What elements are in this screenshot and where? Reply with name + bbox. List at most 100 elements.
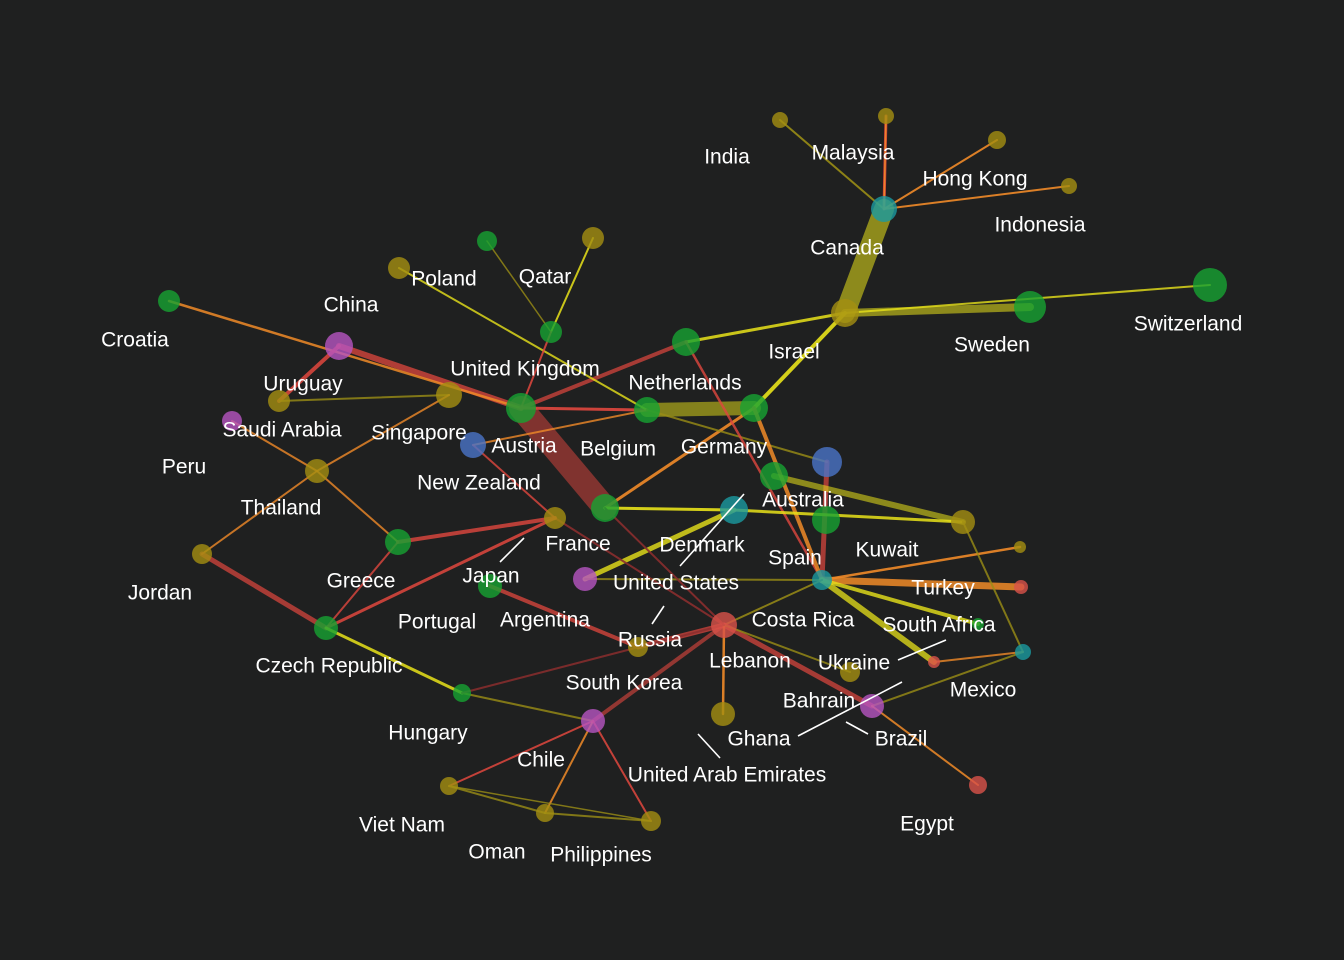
node-vietnam[interactable] <box>440 777 458 795</box>
node-greenR[interactable] <box>812 506 840 534</box>
node-qatarG[interactable] <box>477 231 497 251</box>
label-thailand: Thailand <box>241 497 322 520</box>
label-russia: Russia <box>618 629 683 652</box>
edge-saudi-peruN <box>231 420 318 472</box>
label-ghana: Ghana <box>727 728 790 751</box>
node-kuwaitN[interactable] <box>1014 541 1026 553</box>
node-spainHub[interactable] <box>812 570 832 590</box>
label-egypt: Egypt <box>900 813 954 836</box>
edge-belgiumN-germanyN <box>640 401 761 417</box>
label-philippines: Philippines <box>550 844 652 867</box>
node-malaysia[interactable] <box>878 108 894 124</box>
edge-mexicoN-ukraineN <box>933 651 1024 663</box>
label-austria: Austria <box>491 435 557 458</box>
edge-usa-australiaN <box>582 507 737 582</box>
edge-spainHub-turkeyN <box>818 576 1025 591</box>
node-philippines[interactable] <box>641 811 661 831</box>
edge-austria-franceN <box>472 444 556 519</box>
node-china[interactable] <box>325 332 353 360</box>
edge-oliveFar-mexicoN <box>962 521 1024 653</box>
label-lebanon: Lebanon <box>709 650 791 673</box>
node-indonesia[interactable] <box>1061 178 1077 194</box>
node-saudi[interactable] <box>222 411 242 431</box>
label-netherlands: Netherlands <box>628 372 741 395</box>
label-mexico: Mexico <box>950 679 1017 702</box>
edge-canadaHub-netherlands <box>684 311 847 344</box>
edge-canadaHub-germanyN <box>752 311 847 410</box>
node-usa[interactable] <box>573 567 597 591</box>
edge-costaRica-southKorea <box>591 623 726 723</box>
label-denmark: Denmark <box>659 534 745 557</box>
edge-franceN-czech <box>324 516 557 630</box>
node-qatarTop[interactable] <box>582 227 604 249</box>
node-thailand[interactable] <box>192 544 212 564</box>
node-greenMid[interactable] <box>760 462 788 490</box>
node-turkeyN[interactable] <box>1014 580 1028 594</box>
node-austria[interactable] <box>460 432 486 458</box>
label-sweden: Sweden <box>954 334 1030 357</box>
edge-lebanonN-costaRica <box>723 624 851 673</box>
edge-spainHub-kuwaitN <box>820 545 1022 582</box>
label-japan: Japan <box>462 565 519 588</box>
node-belgiumN[interactable] <box>634 397 660 423</box>
node-greece[interactable] <box>385 529 411 555</box>
node-peruN[interactable] <box>305 459 329 483</box>
label-chile: Chile <box>517 749 565 772</box>
nodes-layer <box>158 108 1227 831</box>
node-polandMid[interactable] <box>540 321 562 343</box>
edge-nzN-australiaN <box>603 506 736 512</box>
label-china: China <box>324 294 379 317</box>
node-sweden[interactable] <box>1014 291 1046 323</box>
label-viet-nam: Viet Nam <box>359 814 445 837</box>
label-argentina: Argentina <box>500 609 590 632</box>
label-singapore: Singapore <box>371 422 467 445</box>
label-united-kingdom: United Kingdom <box>450 358 599 381</box>
node-russiaN[interactable] <box>628 637 648 657</box>
node-india[interactable] <box>772 112 788 128</box>
node-ukraineN[interactable] <box>928 656 940 668</box>
node-ghanaN[interactable] <box>711 702 735 726</box>
node-canadaHub[interactable] <box>831 299 859 327</box>
node-costaRica[interactable] <box>711 612 737 638</box>
edge-bahrainN-egyptN <box>871 705 979 786</box>
edge-qatarG-polandMid <box>486 240 552 333</box>
edge-costaRica-nzN <box>604 507 725 626</box>
node-czech[interactable] <box>314 616 338 640</box>
node-australiaN[interactable] <box>720 496 748 524</box>
node-croatia[interactable] <box>158 290 180 312</box>
node-saFar[interactable] <box>972 618 984 630</box>
edge-southKorea-philippines <box>592 720 652 822</box>
node-netherlands[interactable] <box>672 328 700 356</box>
node-germanyN[interactable] <box>740 394 768 422</box>
node-uruguay[interactable] <box>268 390 290 412</box>
edge-costaRica-bahrainN <box>721 622 875 709</box>
node-polandN[interactable] <box>388 257 410 279</box>
leader-line <box>845 721 869 735</box>
node-hongkong[interactable] <box>988 131 1006 149</box>
node-singapore[interactable] <box>436 382 462 408</box>
node-egyptN[interactable] <box>969 776 987 794</box>
node-nzN[interactable] <box>591 494 619 522</box>
node-blueRight[interactable] <box>812 447 842 477</box>
edge-spainHub-ukraineN <box>819 577 937 665</box>
node-mexicoN[interactable] <box>1015 644 1031 660</box>
label-south-africa: South Africa <box>882 614 996 637</box>
label-malaysia: Malaysia <box>812 142 895 165</box>
node-canada[interactable] <box>871 196 897 222</box>
node-hungary[interactable] <box>453 684 471 702</box>
node-southKorea[interactable] <box>581 709 605 733</box>
edge-polandN-belgiumN <box>398 267 648 411</box>
edge-franceN-costaRica <box>554 517 725 626</box>
node-japanN[interactable] <box>478 574 502 598</box>
node-oliveFar[interactable] <box>951 510 975 534</box>
edge-hungary-costaRica <box>461 624 725 694</box>
node-switzerland[interactable] <box>1193 268 1227 302</box>
node-uk[interactable] <box>506 393 536 423</box>
node-oman[interactable] <box>536 804 554 822</box>
leader-line <box>897 639 947 661</box>
edge-peruN-singapore <box>316 394 450 472</box>
node-lebanonN[interactable] <box>840 662 860 682</box>
node-franceN[interactable] <box>544 507 566 529</box>
edge-qatarTop-polandMid <box>550 237 594 333</box>
